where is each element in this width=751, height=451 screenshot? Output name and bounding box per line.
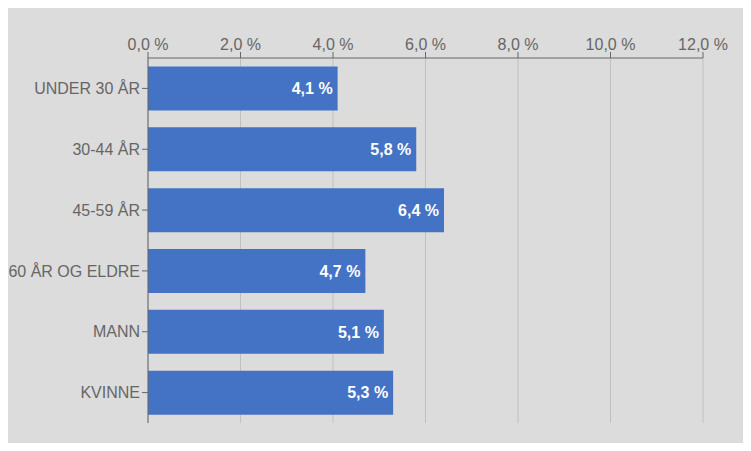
svg-text:2,0 %: 2,0 % (220, 36, 261, 53)
svg-text:5,3 %: 5,3 % (347, 384, 388, 401)
svg-text:8,0 %: 8,0 % (498, 36, 539, 53)
svg-text:12,0 %: 12,0 % (678, 36, 728, 53)
svg-text:6,0 %: 6,0 % (405, 36, 446, 53)
svg-text:5,8 %: 5,8 % (370, 141, 411, 158)
svg-text:6,4 %: 6,4 % (398, 202, 439, 219)
svg-text:4,0 %: 4,0 % (313, 36, 354, 53)
svg-text:60 ÅR OG ELDRE: 60 ÅR OG ELDRE (8, 262, 140, 280)
svg-text:0,0 %: 0,0 % (128, 36, 169, 53)
svg-text:KVINNE: KVINNE (80, 384, 140, 401)
svg-text:30-44 ÅR: 30-44 ÅR (72, 140, 140, 158)
svg-text:5,1 %: 5,1 % (338, 324, 379, 341)
svg-text:UNDER 30 ÅR: UNDER 30 ÅR (34, 79, 140, 97)
svg-text:10,0 %: 10,0 % (586, 36, 636, 53)
svg-text:4,7 %: 4,7 % (319, 263, 360, 280)
svg-text:MANN: MANN (93, 323, 140, 340)
svg-text:45-59 ÅR: 45-59 ÅR (72, 201, 140, 219)
svg-text:4,1 %: 4,1 % (292, 80, 333, 97)
